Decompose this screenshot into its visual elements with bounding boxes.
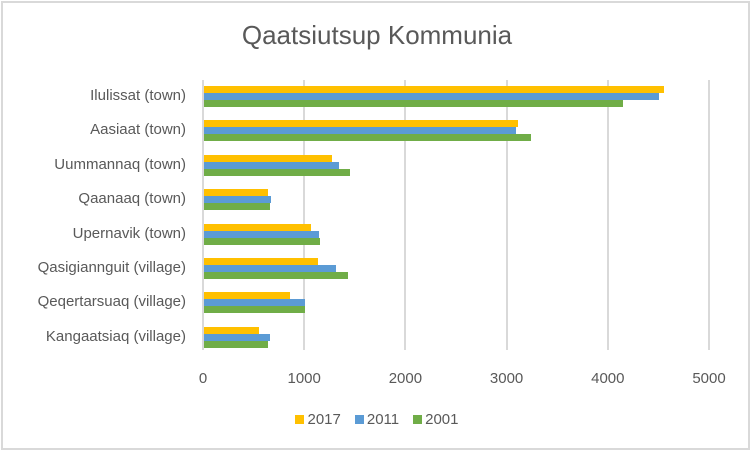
bar-2017 bbox=[204, 292, 290, 300]
legend-swatch-icon bbox=[413, 415, 423, 424]
bar-2001 bbox=[204, 340, 268, 348]
bar-2017 bbox=[204, 326, 259, 334]
gridline bbox=[505, 80, 508, 350]
legend-swatch-icon bbox=[354, 415, 364, 424]
x-tick-label: 0 bbox=[198, 370, 208, 387]
bar-2011 bbox=[204, 230, 319, 238]
bar-2011 bbox=[204, 299, 305, 307]
gridline bbox=[606, 80, 609, 350]
x-tick-label: 2000 bbox=[388, 370, 423, 387]
category-label: Uummannaq (town) bbox=[54, 155, 186, 173]
category-label: Upernavik (town) bbox=[72, 224, 186, 242]
bar-2011 bbox=[204, 265, 336, 272]
gridline bbox=[708, 80, 710, 350]
category-label: Qaanaaq (town) bbox=[78, 190, 186, 208]
bar-2001 bbox=[204, 168, 350, 176]
bar-2017 bbox=[204, 223, 311, 231]
category-label: Ilulissat (town) bbox=[90, 87, 186, 104]
category-label: Qeqertarsuaq (village) bbox=[37, 293, 186, 311]
gridline bbox=[404, 80, 407, 350]
legend: 2017 2011 2001 bbox=[0, 411, 754, 428]
x-tick-label: 5000 bbox=[692, 370, 726, 387]
gridline bbox=[202, 80, 204, 350]
bar-2011 bbox=[204, 196, 271, 204]
bar-2001 bbox=[204, 272, 348, 279]
bar-2001 bbox=[204, 237, 320, 245]
chart-title: Qaatsiutsup Kommunia bbox=[241, 20, 513, 50]
bar-2001 bbox=[204, 100, 623, 107]
x-tick-label: 1000 bbox=[287, 370, 321, 387]
legend-swatch-icon bbox=[295, 415, 305, 424]
bar-2017 bbox=[204, 154, 332, 162]
bar-2011 bbox=[204, 161, 339, 169]
legend-label: 2011 bbox=[366, 411, 400, 428]
bar-2017 bbox=[204, 120, 518, 128]
legend-item: 2017 bbox=[295, 411, 341, 428]
x-tick-label: 3000 bbox=[489, 370, 524, 387]
legend-label: 2017 bbox=[307, 411, 341, 428]
x-tick-label: 4000 bbox=[591, 370, 625, 387]
bar-2017 bbox=[204, 258, 318, 265]
bar-2011 bbox=[204, 333, 270, 341]
category-label: Qasigiannguit (village) bbox=[37, 259, 186, 276]
bar-2017 bbox=[204, 86, 664, 93]
legend-item: 2011 bbox=[354, 411, 400, 428]
gridline bbox=[303, 80, 306, 350]
bar-2011 bbox=[204, 93, 659, 100]
legend-label: 2001 bbox=[425, 411, 459, 428]
bar-2001 bbox=[204, 203, 270, 211]
category-label: Kangaatsiaq (village) bbox=[45, 327, 186, 345]
legend-item: 2001 bbox=[413, 411, 459, 428]
category-label: Aasiaat (town) bbox=[90, 121, 186, 139]
bar-2017 bbox=[204, 189, 268, 197]
bar-2011 bbox=[204, 127, 516, 135]
bar-2001 bbox=[204, 134, 531, 142]
bar-2001 bbox=[204, 306, 305, 314]
